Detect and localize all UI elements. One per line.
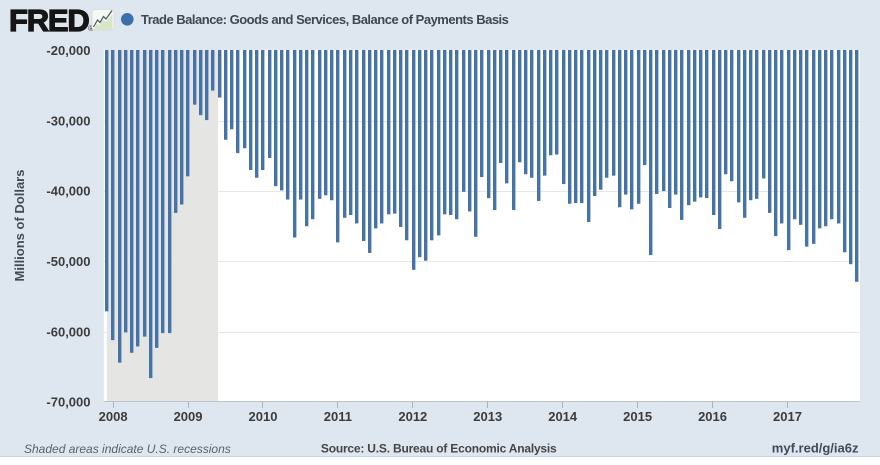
svg-text:-30,000: -30,000 [46,113,90,128]
svg-text:-20,000: -20,000 [46,43,90,58]
svg-text:2011: 2011 [324,409,352,424]
svg-text:-60,000: -60,000 [46,324,90,339]
svg-text:FRED: FRED [9,3,89,38]
svg-text:Source: U.S. Bureau of Economi: Source: U.S. Bureau of Economic Analysis [321,442,557,456]
svg-text:2009: 2009 [174,409,203,424]
svg-text:2014: 2014 [548,409,578,424]
svg-text:2010: 2010 [249,409,278,424]
svg-text:-70,000: -70,000 [46,395,90,410]
svg-text:2012: 2012 [398,409,427,424]
svg-text:Millions of Dollars: Millions of Dollars [12,170,27,282]
svg-text:Trade Balance: Goods and Servi: Trade Balance: Goods and Services, Balan… [141,12,509,27]
svg-text:2016: 2016 [698,409,727,424]
svg-text:2008: 2008 [99,409,128,424]
svg-text:myf.red/g/ia6z: myf.red/g/ia6z [772,441,859,456]
svg-text:-40,000: -40,000 [46,184,90,199]
svg-text:2017: 2017 [773,409,802,424]
svg-text:®: ® [88,24,94,33]
svg-text:Shaded areas indicate U.S. rec: Shaded areas indicate U.S. recessions [24,442,231,456]
svg-text:-50,000: -50,000 [46,254,90,269]
svg-text:2015: 2015 [623,409,652,424]
svg-text:2013: 2013 [473,409,502,424]
